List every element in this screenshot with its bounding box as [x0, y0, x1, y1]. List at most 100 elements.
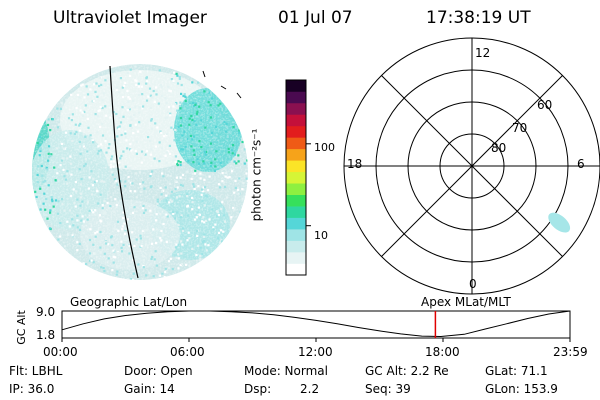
earth-speckle: [79, 152, 82, 155]
earth-speckle: [147, 95, 150, 98]
earth-speckle: [152, 275, 155, 278]
earth-speckle: [124, 228, 127, 231]
earth-speckle: [172, 159, 175, 162]
earth-speckle: [179, 183, 183, 186]
ip-info: IP: 36.0: [9, 382, 55, 396]
earth-speckle: [160, 147, 163, 150]
earth-speckle: [90, 170, 93, 173]
earth-speckle: [130, 278, 133, 280]
earth-speckle: [92, 211, 95, 214]
earth-speckle: [176, 244, 179, 247]
earth-speckle: [118, 127, 121, 130]
earth-speckle: [146, 229, 149, 232]
colorbar-segment: [286, 125, 306, 138]
earth-speckle: [180, 214, 183, 217]
earth-speckle: [203, 240, 206, 243]
earth-speckle: [194, 169, 197, 172]
earth-speckle: [144, 209, 147, 212]
colorbar-segment: [286, 206, 306, 218]
earth-speckle: [202, 160, 205, 163]
earth-speckle: [147, 136, 150, 139]
earth-speckle: [88, 176, 91, 179]
time-label: 17:38:19 UT: [426, 8, 531, 28]
earth-speckle: [228, 160, 231, 163]
earth-speckle: [149, 153, 152, 156]
earth-speckle: [39, 187, 42, 190]
earth-speckle: [94, 235, 97, 238]
earth-speckle: [71, 234, 74, 237]
earth-speckle: [220, 229, 223, 232]
earth-speckle: [175, 211, 179, 214]
earth-speckle: [192, 149, 195, 152]
earth-speckle: [57, 200, 60, 203]
earth-speckle: [79, 228, 82, 231]
earth-speckle: [75, 130, 78, 133]
earth-speckle: [76, 198, 79, 201]
earth-speckle: [190, 177, 193, 180]
earth-speckle: [141, 107, 144, 110]
earth-speckle: [183, 107, 186, 110]
earth-speckle: [97, 202, 100, 205]
earth-speckle: [233, 153, 237, 156]
earth-speckle: [99, 251, 102, 254]
earth-speckle: [180, 240, 183, 243]
earth-speckle: [217, 214, 220, 217]
earth-speckle: [169, 198, 172, 202]
earth-speckle: [83, 96, 86, 99]
earth-speckle: [36, 173, 39, 177]
earth-speckle: [165, 240, 168, 243]
earth-speckle: [186, 205, 189, 208]
earth-speckle: [174, 180, 177, 183]
earth-speckle: [57, 118, 60, 121]
earth-speckle: [141, 207, 144, 210]
earth-speckle: [88, 227, 91, 231]
earth-speckle: [203, 150, 206, 154]
earth-speckle: [79, 196, 83, 199]
earth-speckle: [64, 178, 68, 181]
earth-speckle: [167, 260, 170, 263]
earth-speckle: [160, 85, 163, 89]
earth-image: [32, 64, 248, 280]
earth-speckle: [70, 194, 73, 197]
earth-speckle: [231, 152, 234, 155]
earth-speckle: [46, 217, 49, 220]
earth-speckle: [79, 109, 82, 112]
colorbar-segment: [286, 171, 306, 184]
orbit-ylabel: GC Alt: [14, 310, 28, 345]
earth-speckle: [128, 244, 131, 247]
earth-speckle: [117, 251, 120, 254]
earth-speckle: [56, 172, 59, 175]
earth-speckle: [162, 175, 165, 178]
earth-speckle: [129, 68, 132, 71]
earth-speckle: [106, 201, 109, 205]
earth-speckle: [142, 211, 146, 214]
earth-speckle: [137, 270, 140, 273]
earth-speckle: [188, 117, 191, 120]
earth-speckle: [141, 93, 144, 96]
earth-speckle: [124, 135, 127, 138]
earth-speckle: [87, 187, 91, 190]
earth-speckle: [203, 233, 206, 236]
earth-speckle: [149, 94, 152, 97]
earth-speckle: [129, 148, 132, 151]
earth-speckle: [245, 177, 248, 180]
colorbar-frame: [285, 79, 307, 276]
earth-speckle: [89, 134, 92, 137]
earth-speckle: [149, 186, 152, 189]
earth-speckle: [197, 101, 200, 105]
earth-speckle: [140, 150, 144, 153]
earth-speckle: [152, 89, 155, 93]
earth-speckle: [228, 176, 231, 179]
earth-speckle: [93, 180, 97, 184]
earth-speckle: [182, 229, 185, 232]
earth-speckle: [221, 180, 224, 183]
earth-speckle: [132, 132, 135, 135]
earth-speckle: [72, 188, 75, 191]
earth-speckle: [79, 122, 82, 125]
earth-speckle: [193, 187, 196, 191]
earth-speckle: [195, 229, 198, 232]
earth-speckle: [90, 193, 93, 196]
earth-speckle: [158, 69, 161, 72]
earth-speckle: [129, 181, 132, 184]
earth-speckle: [164, 271, 167, 274]
